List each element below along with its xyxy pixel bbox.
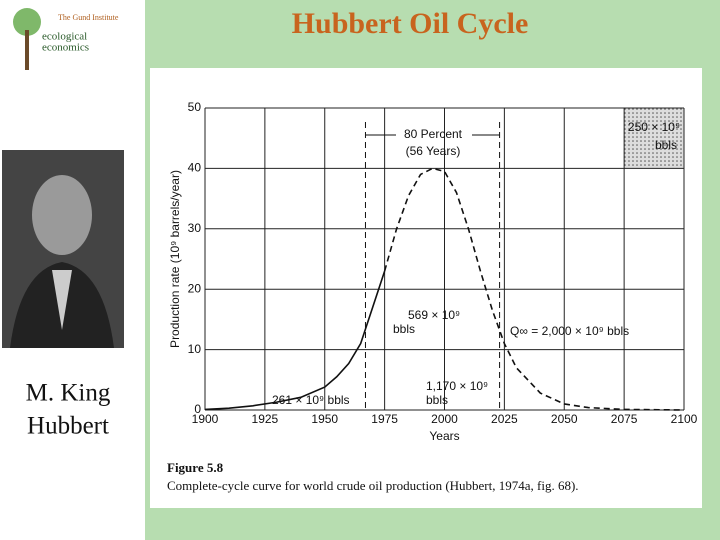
photo-shirt bbox=[52, 270, 72, 330]
x-tick-label: 1900 bbox=[192, 412, 219, 426]
x-tick-label: 2075 bbox=[611, 412, 638, 426]
x-tick-label: 1975 bbox=[371, 412, 398, 426]
annotation: 569 × 10⁹ bbox=[408, 308, 460, 322]
x-tick-label: 2050 bbox=[551, 412, 578, 426]
x-tick-label: 2100 bbox=[671, 412, 698, 426]
annotation: Q∞ = 2,000 × 10⁹ bbls bbox=[510, 324, 629, 338]
production-curve bbox=[383, 167, 685, 411]
annotation: 261 × 10⁹ bbls bbox=[272, 393, 350, 407]
portrait bbox=[2, 150, 124, 348]
figure-panel bbox=[150, 68, 702, 508]
y-axis-label: Production rate (10⁹ barrels/year) bbox=[168, 170, 182, 348]
y-tick-label: 30 bbox=[188, 221, 202, 235]
logo: The Gund Institute ecological economics bbox=[13, 8, 119, 70]
logo-text: economics bbox=[42, 42, 89, 54]
y-tick-label: 10 bbox=[188, 342, 202, 356]
y-tick-label: 0 bbox=[194, 402, 201, 416]
x-tick-label: 2025 bbox=[491, 412, 518, 426]
annotation: bbls bbox=[655, 138, 677, 152]
caption: Hubbert bbox=[27, 413, 109, 440]
logo-tree bbox=[13, 8, 41, 36]
figure-label: Figure 5.8 bbox=[167, 460, 224, 475]
slide-title: Hubbert Oil Cycle bbox=[292, 7, 529, 40]
annotation: bbls bbox=[393, 322, 415, 336]
logo-text: ecological bbox=[42, 31, 87, 43]
hatched-box bbox=[624, 108, 684, 168]
x-tick-label: 1950 bbox=[311, 412, 338, 426]
annotation: bbls bbox=[426, 393, 448, 407]
figure-caption: Complete-cycle curve for world crude oil… bbox=[167, 478, 579, 493]
y-tick-label: 40 bbox=[188, 161, 202, 175]
logo-trunk bbox=[25, 30, 29, 70]
x-tick-label: 2000 bbox=[431, 412, 458, 426]
annotation: 80 Percent bbox=[404, 127, 463, 141]
annotation: 1,170 × 10⁹ bbox=[426, 379, 488, 393]
x-tick-label: 1925 bbox=[252, 412, 279, 426]
x-axis-label: Years bbox=[429, 429, 459, 443]
annotation: (56 Years) bbox=[406, 144, 461, 158]
caption: M. King bbox=[26, 380, 111, 407]
y-tick-label: 50 bbox=[188, 100, 202, 114]
photo-face bbox=[32, 175, 92, 255]
logo-text: The Gund Institute bbox=[58, 13, 119, 22]
annotation: 250 × 10⁹ bbox=[628, 120, 680, 134]
production-curve bbox=[204, 270, 386, 411]
y-tick-label: 20 bbox=[188, 281, 202, 295]
